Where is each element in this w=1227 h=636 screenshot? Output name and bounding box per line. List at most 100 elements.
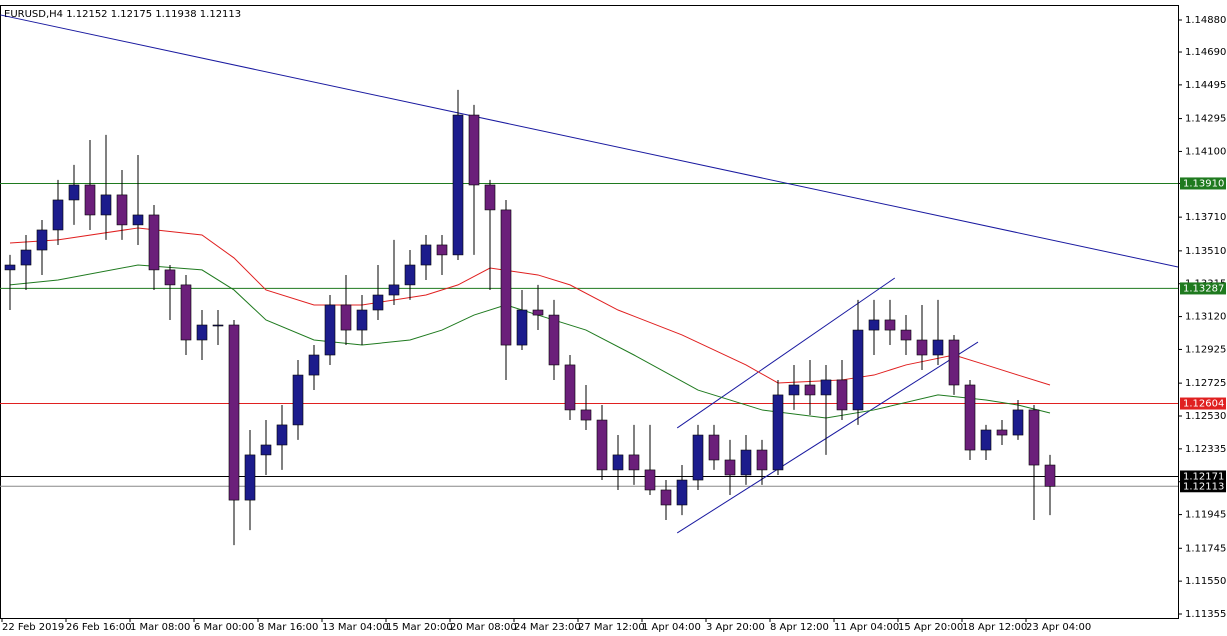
x-tick-label: 18 Apr 12:00 <box>962 622 1027 633</box>
x-tick-label: 1 Apr 04:00 <box>642 622 701 633</box>
candle-body <box>836 379 848 411</box>
candle-body <box>932 339 944 356</box>
x-tick-label: 3 Apr 20:00 <box>706 622 765 633</box>
y-tick-label: 1.14495 <box>1185 80 1226 91</box>
candle-body <box>724 459 736 476</box>
candle-body <box>404 264 416 286</box>
candle-body <box>372 294 384 311</box>
x-tick-label: 27 Mar 12:00 <box>578 622 645 633</box>
y-tick-label: 1.12335 <box>1185 444 1226 455</box>
x-tick-label: 26 Feb 16:00 <box>66 622 132 633</box>
candle-body <box>276 424 288 446</box>
candle-body <box>788 384 800 396</box>
candle-body <box>868 319 880 331</box>
candle-body <box>964 384 976 451</box>
candle-body <box>500 209 512 346</box>
price-level-tag <box>1180 397 1226 410</box>
price-level-label: 1.12171 <box>1183 471 1224 482</box>
candle-body <box>1028 409 1040 466</box>
plot-frame <box>0 5 1179 619</box>
x-tick-label: 15 Mar 20:00 <box>386 622 453 633</box>
candle-body <box>644 469 656 491</box>
candle-body <box>612 454 624 471</box>
candle-body <box>676 479 688 506</box>
candle-body <box>212 324 224 327</box>
candle-body <box>420 244 432 266</box>
price-level-tag <box>1180 177 1226 190</box>
candle-body <box>100 194 112 216</box>
candle-body <box>244 454 256 501</box>
candle-body <box>148 214 160 271</box>
last-price-tag <box>1180 480 1226 493</box>
y-tick-label: 1.14100 <box>1185 146 1226 157</box>
y-tick-label: 1.11745 <box>1185 543 1226 554</box>
candle-body <box>884 319 896 331</box>
candle-body <box>260 444 272 456</box>
y-tick-label: 1.14690 <box>1185 47 1226 58</box>
y-tick-label: 1.14295 <box>1185 114 1226 125</box>
candle-body <box>740 449 752 476</box>
y-tick-label: 1.12725 <box>1185 378 1226 389</box>
candle-body <box>180 284 192 341</box>
x-tick-label: 23 Apr 04:00 <box>1026 622 1091 633</box>
candle-body <box>916 339 928 356</box>
x-tick-label: 15 Apr 20:00 <box>898 622 963 633</box>
candle-body <box>804 384 816 396</box>
price-level-label: 1.13910 <box>1183 178 1224 189</box>
y-tick-label: 1.12925 <box>1185 344 1226 355</box>
candle-body <box>228 324 240 501</box>
x-tick-label: 13 Mar 04:00 <box>322 622 389 633</box>
candle-body <box>756 449 768 471</box>
candle-body <box>484 184 496 211</box>
candle-body <box>692 434 704 481</box>
x-tick-label: 22 Feb 2019 <box>2 622 64 633</box>
candle-body <box>852 329 864 411</box>
candle-body <box>52 199 64 231</box>
candle-body <box>308 354 320 376</box>
last-price-label: 1.12113 <box>1183 481 1224 492</box>
price-level-label: 1.13287 <box>1183 283 1224 294</box>
chart-title: EURUSD,H4 1.12152 1.12175 1.11938 1.1211… <box>4 9 241 20</box>
x-tick-label: 6 Mar 00:00 <box>194 622 254 633</box>
candle-body <box>660 489 672 506</box>
moving-average <box>9 227 1051 386</box>
candle-body <box>84 184 96 216</box>
trend-line <box>0 14 1179 268</box>
price-level-tag <box>1180 282 1226 295</box>
candle-body <box>548 314 560 366</box>
candle-body <box>116 194 128 226</box>
candle-body <box>324 304 336 356</box>
candle-body <box>4 264 16 271</box>
x-tick-label: 11 Apr 04:00 <box>834 622 899 633</box>
candle-body <box>900 329 912 341</box>
candle-body <box>532 309 544 316</box>
y-tick-label: 1.14880 <box>1185 15 1226 26</box>
candle-body <box>564 364 576 411</box>
y-tick-label: 1.13510 <box>1185 246 1226 257</box>
candle-body <box>516 309 528 346</box>
candle-body <box>452 114 464 256</box>
candle-body <box>436 244 448 256</box>
y-tick-label: 1.11945 <box>1185 510 1226 521</box>
candle-body <box>1012 409 1024 436</box>
candle-body <box>132 214 144 226</box>
price-level-tag <box>1180 470 1226 483</box>
candle-body <box>340 304 352 331</box>
candle-body <box>596 419 608 471</box>
candle-body <box>708 434 720 461</box>
candle-body <box>772 394 784 471</box>
price-level-label: 1.12604 <box>1183 399 1224 410</box>
candle-body <box>356 309 368 331</box>
candle-body <box>996 429 1008 436</box>
candle-body <box>196 324 208 341</box>
y-tick-label: 1.13120 <box>1185 312 1226 323</box>
candle-body <box>388 284 400 296</box>
x-tick-label: 24 Mar 23:00 <box>514 622 581 633</box>
candle-body <box>628 454 640 471</box>
candle-body <box>820 379 832 396</box>
x-tick-label: 1 Mar 08:00 <box>130 622 190 633</box>
trend-line <box>676 341 979 534</box>
candle-body <box>1044 464 1056 487</box>
